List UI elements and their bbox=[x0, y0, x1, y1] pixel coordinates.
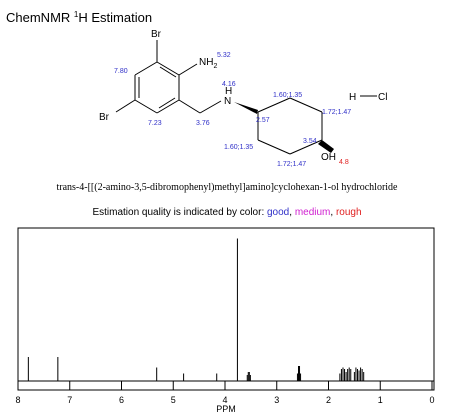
atom-label: Br bbox=[99, 112, 110, 123]
shift-label: 4.16 bbox=[222, 81, 236, 88]
atom-sub: 2 bbox=[213, 63, 217, 70]
x-tick-label: 2 bbox=[326, 395, 331, 405]
shift-label: 4.8 bbox=[339, 159, 349, 166]
atom-label: Cl bbox=[378, 92, 387, 103]
shift-label: 3.76 bbox=[196, 120, 210, 127]
atom-label: NH2 bbox=[199, 57, 217, 70]
x-tick-label: 0 bbox=[429, 395, 434, 405]
quality-medium: medium bbox=[295, 207, 331, 218]
title-rest: H Estimation bbox=[78, 10, 152, 25]
atom-label: OH bbox=[321, 152, 336, 163]
shift-label: 5.32 bbox=[217, 52, 231, 59]
shift-label: 1.72;1.47 bbox=[277, 161, 306, 168]
title-sup: 1 bbox=[74, 10, 79, 19]
atom-label: H bbox=[349, 92, 356, 103]
atom-text: NH bbox=[199, 57, 213, 68]
title-text: ChemNMR bbox=[6, 10, 70, 25]
atom-label: N bbox=[224, 96, 231, 107]
spectrum: PPM 8 7 6 5 4 3 2 1 0 bbox=[15, 227, 435, 414]
quality-good: good bbox=[267, 207, 289, 218]
x-axis-label: PPM bbox=[216, 404, 236, 414]
quality-text: Estimation quality is indicated by color… bbox=[92, 207, 267, 218]
x-tick-label: 7 bbox=[67, 395, 72, 405]
x-tick-label: 3 bbox=[274, 395, 279, 405]
quality-sep: , bbox=[289, 207, 295, 218]
shift-label: 7.80 bbox=[114, 68, 128, 75]
bonds bbox=[115, 40, 377, 155]
quality-sep: , bbox=[330, 207, 336, 218]
x-tick-label: 4 bbox=[222, 395, 227, 405]
molecule: Br NH2 Br H N OH H Cl 5.32 7.80 7.23 3.7… bbox=[99, 29, 387, 168]
quality-rough: rough bbox=[336, 207, 362, 218]
shift-label: 1.60;1.35 bbox=[224, 144, 253, 151]
shift-label: 3.54 bbox=[303, 138, 317, 145]
x-tick-label: 6 bbox=[119, 395, 124, 405]
plot-frame bbox=[17, 227, 435, 391]
title: ChemNMR 1H Estimation bbox=[6, 10, 152, 25]
x-tick-label: 1 bbox=[378, 395, 383, 405]
quality-legend: Estimation quality is indicated by color… bbox=[92, 207, 361, 218]
shift-label: 7.23 bbox=[148, 120, 162, 127]
shift-label: 2.57 bbox=[256, 117, 270, 124]
compound-name: trans-4-[[(2-amino-3,5-dibromophenyl)met… bbox=[56, 182, 398, 193]
atom-label: H bbox=[225, 86, 232, 97]
x-tick-label: 5 bbox=[171, 395, 176, 405]
shift-label: 1.72;1.47 bbox=[322, 109, 351, 116]
x-tick-label: 8 bbox=[15, 395, 20, 405]
shift-label: 1.60;1.35 bbox=[273, 92, 302, 99]
atom-label: Br bbox=[151, 29, 162, 40]
